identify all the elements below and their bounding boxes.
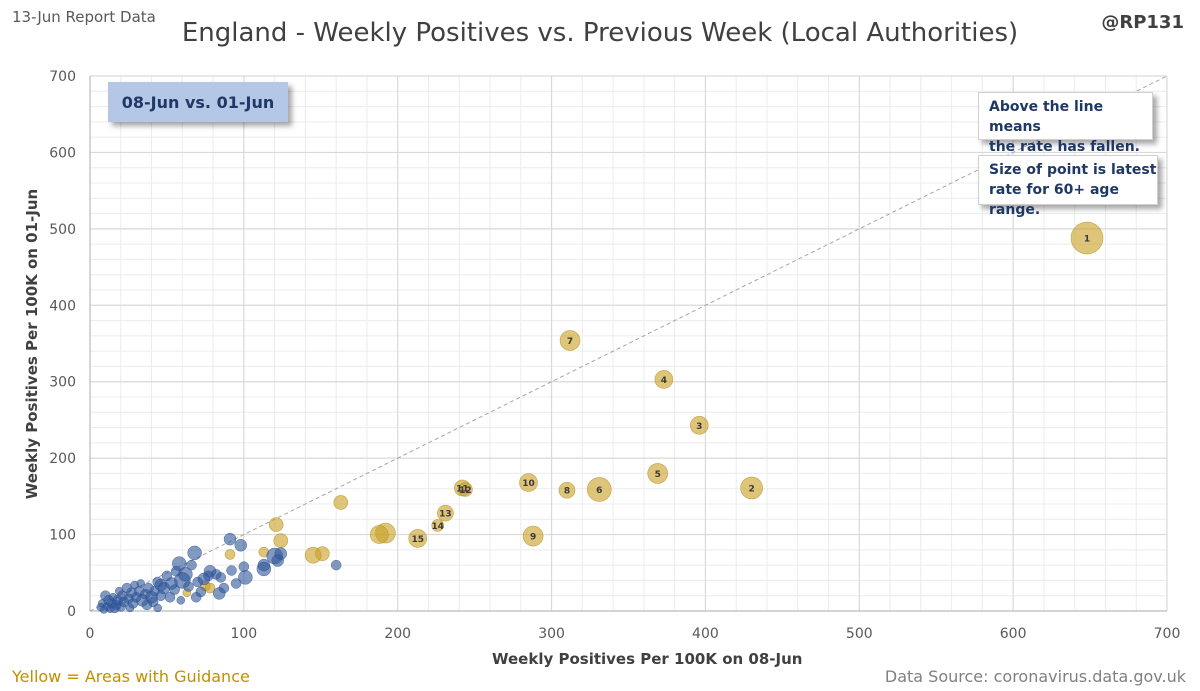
x-tick-label: 300	[538, 626, 565, 642]
data-point-other	[141, 599, 153, 611]
y-tick-label: 600	[49, 145, 76, 161]
x-tick-label: 600	[1000, 626, 1027, 642]
point-label: 13	[439, 510, 452, 520]
data-point-other	[153, 603, 162, 613]
data-point-other	[330, 559, 342, 571]
x-tick-label: 400	[692, 626, 719, 642]
data-point-guidance	[431, 519, 445, 532]
chart-title: England - Weekly Positives vs. Previous …	[181, 18, 1019, 48]
other-points	[96, 532, 342, 614]
data-source: Data Source: coronavirus.data.gov.uk	[884, 667, 1186, 686]
y-tick-label: 200	[49, 451, 76, 467]
point-label: 8	[564, 487, 570, 497]
data-point-other	[183, 581, 194, 592]
data-point-other	[125, 603, 135, 613]
point-label: 4	[661, 376, 667, 386]
data-point-other	[176, 596, 186, 605]
data-point-other	[186, 559, 197, 571]
data-point-other	[170, 566, 182, 577]
grid-lines	[89, 75, 1168, 612]
author-handle: @RP131	[1101, 12, 1184, 33]
data-point-other	[230, 578, 242, 589]
note-point-size-1: Size of point is latest	[989, 162, 1157, 178]
data-point-guidance	[519, 473, 538, 492]
data-point-other	[218, 582, 230, 594]
guidance-points	[182, 221, 1104, 597]
data-point-guidance	[559, 330, 581, 351]
note-above-line: Above the line means the rate has fallen…	[978, 92, 1153, 155]
x-tick-label: 100	[230, 626, 257, 642]
data-point-guidance	[654, 370, 674, 389]
data-point-other	[161, 570, 173, 582]
note-above-line-2: the rate has fallen.	[989, 139, 1140, 155]
x-tick-label: 200	[384, 626, 411, 642]
point-label: 5	[655, 470, 661, 480]
legend-note: Yellow = Areas with Guidance	[12, 667, 250, 686]
data-point-guidance	[437, 504, 454, 522]
data-point-other	[238, 561, 250, 572]
note-point-size: Size of point is latest rate for 60+ age…	[978, 155, 1158, 218]
data-point-other	[203, 570, 214, 582]
point-label: 1	[1084, 235, 1090, 245]
data-point-guidance	[204, 582, 216, 594]
data-point-guidance	[458, 482, 473, 497]
y-tick-label: 100	[49, 528, 76, 544]
point-label: 15	[411, 535, 424, 545]
point-label: 3	[696, 422, 702, 432]
data-point-guidance	[408, 529, 428, 548]
point-label: 10	[522, 479, 535, 489]
data-point-other	[187, 545, 202, 561]
data-point-other	[169, 584, 180, 595]
data-point-other	[130, 580, 139, 590]
note-above-line-1: Above the line means	[989, 99, 1104, 135]
point-label: 12	[459, 486, 472, 496]
data-point-guidance	[304, 546, 322, 564]
data-point-guidance	[369, 525, 389, 544]
period-box: 08-Jun vs. 01-Jun	[108, 82, 288, 122]
y-tick-label: 700	[49, 69, 76, 85]
note-point-size-2: rate for 60+ age range.	[989, 182, 1119, 218]
data-point-other	[190, 591, 202, 603]
point-label: 14	[431, 522, 444, 532]
data-point-guidance	[273, 533, 289, 548]
data-point-other	[234, 539, 248, 552]
tick-labels: 0 100 200 300 400 500 600 700010020030040050060…	[49, 69, 1180, 642]
data-point-guidance	[647, 463, 669, 484]
point-label: 11	[456, 484, 469, 494]
data-point-other	[226, 565, 237, 576]
point-label: 7	[567, 337, 573, 347]
data-point-other	[154, 578, 168, 592]
point-label: 9	[530, 533, 536, 543]
y-tick-label: 400	[49, 298, 76, 314]
data-point-guidance	[558, 481, 576, 499]
data-point-guidance	[268, 517, 284, 532]
y-tick-label: 0	[67, 604, 76, 620]
data-point-guidance	[689, 415, 709, 435]
data-point-guidance	[740, 476, 763, 500]
x-axis-title: Weekly Positives Per 100K on 08-Jun	[492, 650, 803, 668]
report-date-label: 13-Jun Report Data	[12, 8, 156, 26]
x-tick-label: 0	[86, 626, 95, 642]
point-label: 2	[748, 484, 754, 494]
y-axis-title: Weekly Positives Per 100K on 01-Jun	[23, 188, 41, 500]
y-tick-label: 300	[49, 375, 76, 391]
data-point-other	[257, 558, 271, 572]
data-point-other	[223, 532, 237, 546]
data-point-other	[114, 586, 124, 596]
data-point-guidance	[586, 477, 612, 502]
data-point-guidance	[1070, 221, 1104, 255]
data-point-guidance	[333, 495, 349, 510]
x-tick-label: 700	[1154, 626, 1181, 642]
data-point-other	[266, 547, 283, 565]
data-point-other	[96, 602, 106, 612]
x-tick-label: 500	[846, 626, 873, 642]
data-point-guidance	[224, 549, 236, 560]
data-point-other	[192, 576, 203, 588]
data-point-guidance	[522, 525, 544, 547]
point-label: 6	[596, 486, 602, 496]
data-point-other	[164, 591, 176, 603]
y-tick-label: 500	[49, 222, 76, 238]
